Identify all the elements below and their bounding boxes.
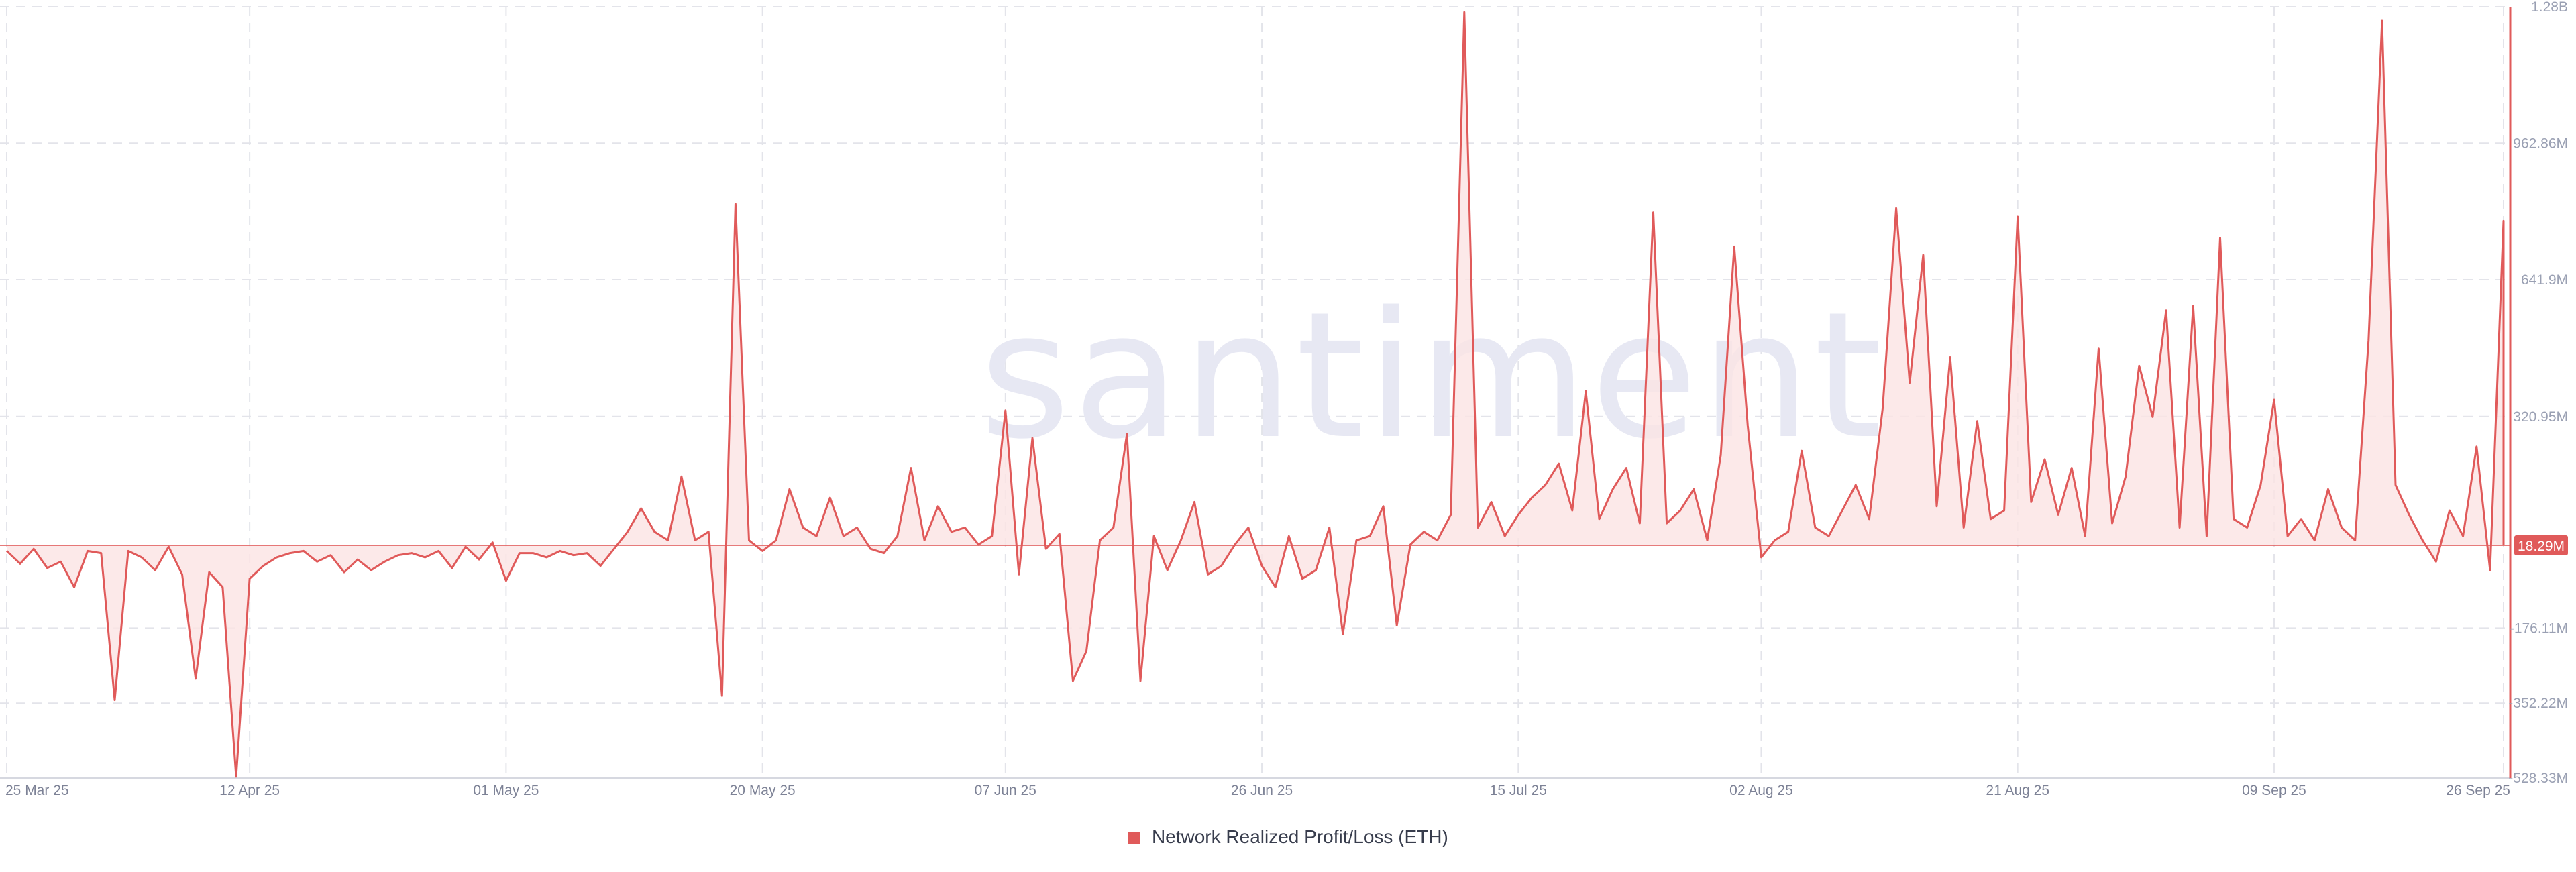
x-tick-label: 09 Sep 25 (2242, 783, 2306, 798)
y-tick-label: -352.22M (2508, 696, 2568, 711)
y-tick-label: 962.86M (2513, 135, 2568, 151)
x-tick-label: 21 Aug 25 (1986, 783, 2049, 798)
x-tick-label: 25 Mar 25 (5, 783, 69, 798)
x-tick-label: 20 May 25 (730, 783, 796, 798)
x-tick-label: 02 Aug 25 (1729, 783, 1793, 798)
x-tick-label: 01 May 25 (473, 783, 539, 798)
y-tick-label: 320.95M (2513, 409, 2568, 425)
legend[interactable]: Network Realized Profit/Loss (ETH) (0, 826, 2576, 848)
series-line (5, 11, 2505, 778)
badge-label: 18.29M (2518, 539, 2565, 554)
y-axis: 1.28B 962.86M 641.9M 320.95M -176.11M -352.22… (2508, 0, 2568, 786)
y-tick-label: 1.28B (2531, 0, 2568, 15)
y-tick-label: -528.33M (2508, 771, 2568, 786)
plot-area (0, 11, 2510, 778)
badge-box (2514, 535, 2568, 555)
x-tick-label: 26 Sep 25 (2446, 783, 2510, 798)
x-tick-label: 07 Jun 25 (975, 783, 1036, 798)
current-value-badge: 18.29M (2514, 535, 2568, 555)
y-tick-label: -176.11M (2510, 620, 2568, 636)
legend-label: Network Realized Profit/Loss (ETH) (1151, 826, 1448, 847)
x-tick-label: 15 Jul 25 (1490, 783, 1547, 798)
y-tick-label: 641.9M (2521, 272, 2568, 288)
x-tick-label: 26 Jun 25 (1231, 783, 1293, 798)
x-tick-label: 12 Apr 25 (219, 783, 280, 798)
legend-swatch (1128, 832, 1140, 844)
grid (0, 6, 2512, 779)
x-axis: 25 Mar 25 12 Apr 25 01 May 25 20 May 25 07 J… (5, 783, 2510, 798)
